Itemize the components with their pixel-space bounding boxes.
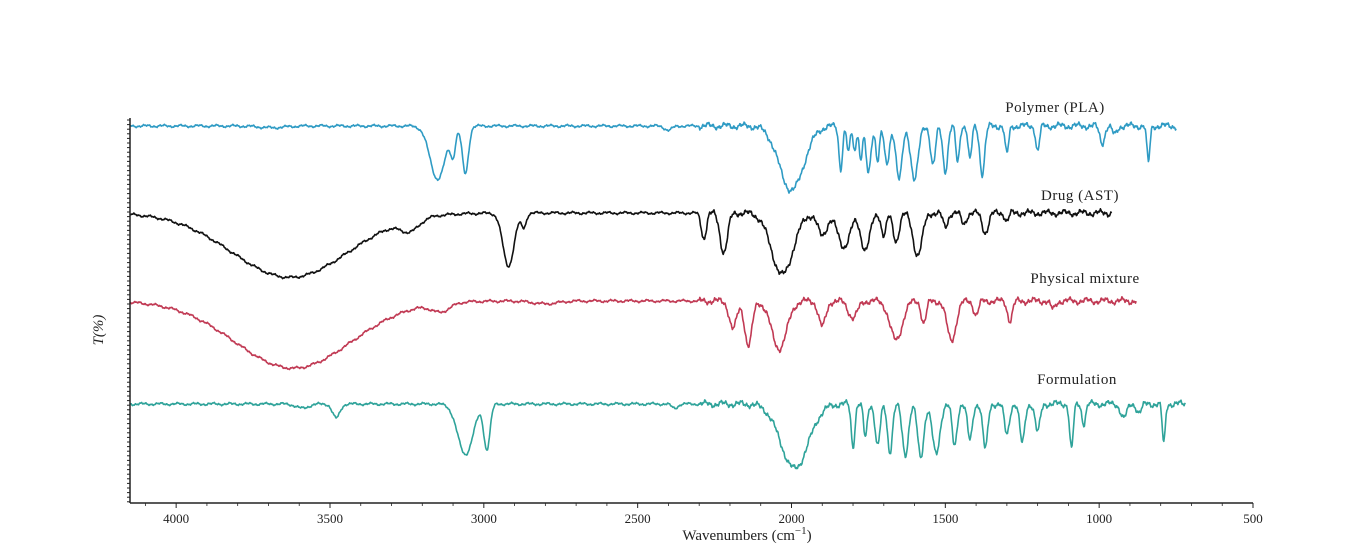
x-axis-label: Wavenumbers (cm−1)	[682, 525, 811, 544]
series-line-drug-ast	[129, 208, 1113, 280]
x-tick-label: 3000	[471, 511, 497, 526]
x-tick-label: 2000	[778, 511, 804, 526]
series-label-layer: Polymer (PLA) Drug (AST) Physical mixture F…	[1005, 100, 1139, 388]
series-line-formulation	[129, 398, 1186, 470]
y-axis-label: T(%)	[91, 315, 107, 346]
x-tick-label: 4000	[163, 511, 189, 526]
x-tick-label: 500	[1243, 511, 1263, 526]
series-label: Polymer (PLA)	[1005, 100, 1104, 116]
series-line-physical-mixture	[129, 295, 1137, 371]
x-tick-label: 2500	[625, 511, 651, 526]
series-label: Drug (AST)	[1041, 188, 1119, 204]
x-tick-label: 1500	[932, 511, 958, 526]
axis-layer: 4000 3500 3000 2500 2000 1500 1000 500	[127, 118, 1263, 526]
x-tick-label: 1000	[1086, 511, 1112, 526]
x-tick-label: 3500	[317, 511, 343, 526]
series-label: Formulation	[1037, 372, 1117, 388]
series-layer	[129, 121, 1186, 470]
series-line-polymer-pla	[129, 121, 1177, 194]
series-label: Physical mixture	[1030, 271, 1139, 287]
